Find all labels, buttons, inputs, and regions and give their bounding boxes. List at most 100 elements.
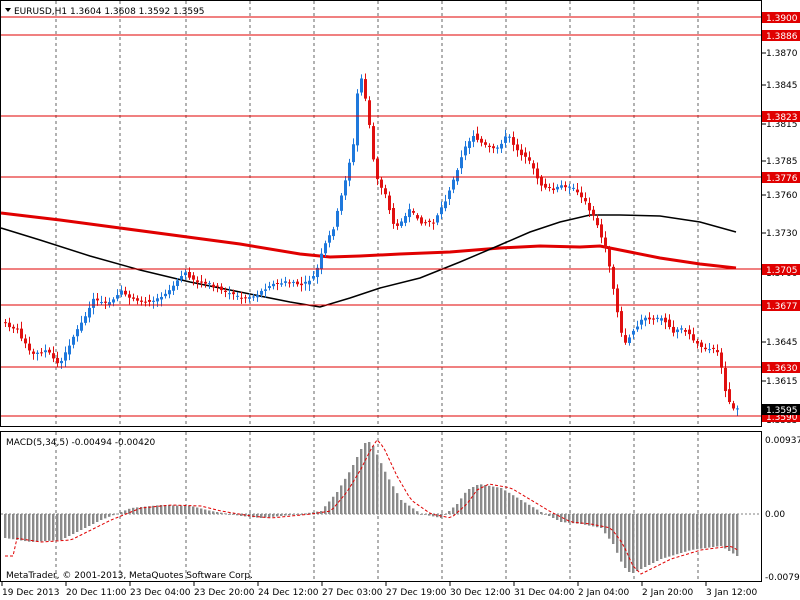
candle-body	[704, 347, 707, 350]
macd-bar	[700, 514, 703, 549]
macd-bar	[464, 492, 467, 514]
candle-body	[480, 138, 483, 143]
candle-body	[72, 336, 75, 345]
macd-bar	[4, 514, 7, 538]
macd-bar	[592, 514, 595, 527]
macd-bar	[504, 490, 507, 514]
macd-bar	[508, 492, 511, 514]
candle-body	[184, 272, 187, 276]
level-label-text: 1.3776	[766, 174, 798, 184]
candle-body	[356, 93, 359, 146]
candle-body	[236, 295, 239, 297]
macd-axis[interactable]: 0.00937 0.00 -0.0079	[765, 436, 800, 583]
candle-body	[324, 243, 327, 254]
candle-body	[68, 345, 71, 355]
chart-header: EURUSD,H1 1.3604 1.3608 1.3592 1.3595	[5, 7, 205, 17]
candle-body	[472, 136, 475, 142]
candle-body	[644, 317, 647, 321]
time-axis[interactable]: 19 Dec 2013 20 Dec 11:00 23 Dec 04:00 23 De…	[1, 582, 758, 598]
candle-body	[600, 224, 603, 238]
candle-body	[620, 311, 623, 333]
candle-body	[348, 162, 351, 181]
candle-body	[404, 216, 407, 223]
candle-body	[240, 297, 243, 299]
candle-body	[452, 179, 455, 190]
macd-bar	[196, 507, 199, 514]
level-label-text: 1.3900	[766, 14, 798, 24]
macd-bar	[584, 514, 587, 525]
macd-bar	[80, 514, 83, 530]
macd-bar	[384, 471, 387, 514]
candle-body	[88, 307, 91, 318]
macd-bar	[632, 514, 635, 573]
macd-bar	[644, 514, 647, 567]
copyright-text: MetaTrader, © 2001-2013, MetaQuotes Soft…	[6, 571, 253, 581]
candle-body	[552, 188, 555, 191]
candle-body	[396, 223, 399, 226]
candle-body	[256, 295, 259, 298]
level-label-text: 1.3677	[766, 302, 798, 312]
macd-bar	[368, 442, 371, 514]
candle-body	[488, 145, 491, 148]
price-tick-label: 1.3785	[766, 157, 798, 167]
macd-bar	[280, 514, 283, 516]
candle-body	[408, 209, 411, 218]
candle-body	[380, 179, 383, 188]
candle-body	[152, 300, 155, 302]
macd-bar	[528, 504, 531, 514]
macd-bar	[268, 514, 271, 518]
macd-bar	[372, 446, 375, 514]
level-label-bg	[762, 111, 800, 122]
candle-body	[464, 146, 467, 156]
macd-bar	[496, 487, 499, 514]
macd-bar	[428, 514, 431, 516]
macd-bar	[472, 487, 475, 514]
macd-bar	[520, 500, 523, 514]
candle-body	[212, 284, 215, 288]
level-label-text: 1.3590	[766, 413, 798, 423]
macd-bar	[480, 484, 483, 514]
macd-bar	[408, 505, 411, 514]
macd-bar	[28, 514, 31, 542]
candle-body	[508, 136, 511, 138]
moving-average-black	[0, 214, 737, 308]
macd-bar	[160, 505, 163, 514]
candle-body	[24, 338, 27, 344]
candle-body	[316, 267, 319, 278]
macd-bar	[652, 514, 655, 563]
candle-body	[320, 253, 323, 269]
macd-bar	[180, 505, 183, 514]
macd-bar	[96, 514, 99, 522]
candle-body	[676, 329, 679, 333]
candle-body	[708, 349, 711, 351]
candle-body	[632, 330, 635, 335]
macd-bar	[716, 514, 719, 547]
macd-bar	[152, 505, 155, 514]
horizontal-levels[interactable]	[1, 16, 761, 417]
macd-bar	[284, 514, 287, 516]
candle-body	[140, 300, 143, 302]
macd-bar	[84, 514, 87, 528]
macd-bar	[412, 508, 415, 514]
macd-bar	[488, 485, 491, 514]
candlesticks	[4, 73, 739, 416]
time-tick-label: 3 Jan 12:00	[706, 588, 758, 598]
chevron-down-icon[interactable]	[5, 8, 11, 12]
candle-body	[192, 275, 195, 280]
macd-bar	[328, 501, 331, 514]
macd-bar	[56, 514, 59, 541]
candle-body	[680, 328, 683, 330]
macd-bar	[116, 513, 119, 515]
macd-bar	[484, 485, 487, 514]
macd-bar	[352, 465, 355, 514]
candle-body	[556, 186, 559, 190]
macd-bar	[360, 449, 363, 514]
candle-body	[400, 221, 403, 226]
candle-body	[516, 144, 519, 151]
macd-tick-bottom: -0.0079	[765, 573, 800, 583]
macd-bar	[72, 514, 75, 534]
candle-body	[700, 342, 703, 347]
macd-bar	[568, 514, 571, 523]
macd-bar	[324, 506, 327, 514]
